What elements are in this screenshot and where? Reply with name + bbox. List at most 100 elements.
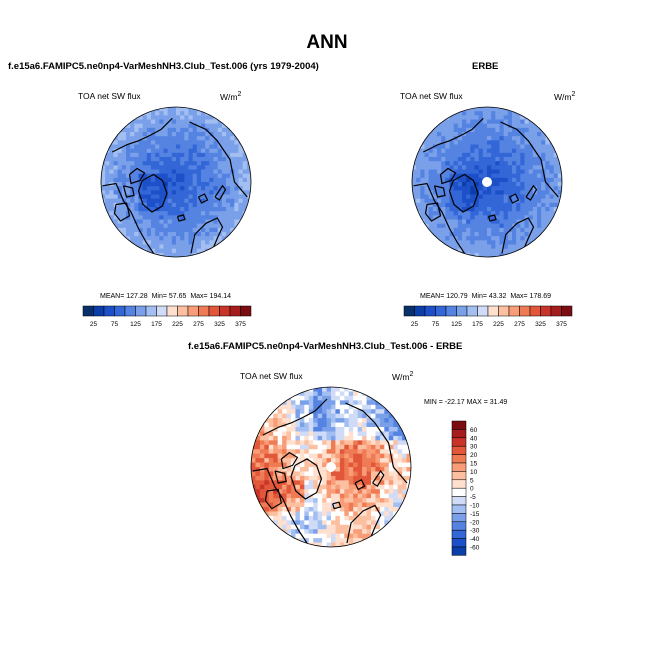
map-cell [495, 173, 500, 179]
map-cell [474, 132, 480, 137]
map-cell [393, 435, 399, 441]
map-cell [304, 507, 310, 512]
map-cell [335, 498, 341, 504]
map-cell [344, 511, 350, 517]
map-cell [335, 524, 341, 530]
map-cell [512, 232, 517, 237]
map-cell [105, 182, 110, 187]
map-cell [339, 427, 345, 432]
map-cell [371, 422, 376, 428]
map-cell [397, 502, 403, 508]
map-cell [348, 444, 354, 450]
map-cell [109, 157, 114, 162]
map-cell [159, 186, 164, 191]
map-cell [507, 202, 513, 208]
map-cell [317, 435, 323, 441]
map-cell [326, 538, 332, 544]
map-cell [146, 198, 152, 204]
map-cell [428, 194, 434, 200]
coastline [274, 470, 287, 484]
map-cell [445, 236, 450, 241]
map-cell [379, 404, 385, 410]
map-cell [184, 198, 189, 204]
map-cell [466, 219, 471, 225]
map-cell [313, 409, 319, 415]
map-cell [503, 244, 509, 250]
map-cell [362, 431, 368, 437]
map-cell [299, 449, 305, 455]
coastline [122, 185, 135, 198]
map-cell [273, 524, 279, 530]
map-cell [379, 520, 385, 526]
map-cell [277, 427, 283, 432]
map-cell [180, 232, 185, 237]
map-cell [362, 507, 368, 512]
map-cell [344, 444, 350, 450]
colorbar-swatch [456, 305, 468, 317]
map-cell [217, 236, 223, 241]
map-cell [171, 207, 177, 212]
map-cell [331, 427, 336, 432]
map-cell [291, 453, 296, 459]
map-cell [424, 211, 430, 216]
map-cell [344, 462, 350, 468]
map-cell [308, 529, 314, 535]
map-cell [192, 136, 198, 141]
panel2-stats: MEAN= 120.79 Min= 43.32 Max= 178.69 [420, 293, 552, 300]
map-cell [499, 127, 505, 133]
map-cell [457, 186, 463, 191]
map-cell [295, 493, 301, 499]
map-cell [238, 144, 244, 150]
map-cell [487, 111, 492, 116]
map-cell [339, 453, 345, 459]
map-cell [406, 475, 411, 481]
map-cell [184, 148, 189, 154]
map-cell [437, 152, 442, 158]
map-cell [478, 252, 484, 257]
map-cell [545, 215, 550, 220]
map-cell [466, 223, 471, 229]
map-cell [146, 152, 152, 158]
map-cell [437, 211, 442, 216]
map-cell [453, 219, 459, 225]
map-cell [449, 157, 455, 162]
map-cell [491, 136, 496, 141]
map-cell [201, 232, 206, 237]
map-cell [304, 431, 310, 437]
map-cell [286, 511, 292, 517]
map-cell [130, 119, 135, 125]
map-cell [221, 177, 227, 183]
map-cell [221, 227, 227, 233]
map-cell [188, 107, 194, 112]
map-cell [499, 161, 505, 166]
map-cell [196, 161, 202, 166]
map-cell [268, 458, 274, 464]
map-cell [495, 223, 500, 229]
map-cell [142, 132, 148, 137]
map-cell [335, 444, 341, 450]
map-cell [520, 244, 525, 250]
map-cell [335, 507, 341, 512]
map-cell [138, 190, 144, 195]
map-cell [366, 435, 372, 441]
map-cell [528, 140, 534, 145]
map-cell [159, 144, 164, 150]
map-cell [209, 169, 214, 175]
map-cell [384, 484, 390, 490]
map-cell [549, 215, 555, 220]
map-cell [155, 119, 160, 125]
map-cell [213, 202, 219, 208]
map-cell [470, 202, 475, 208]
map-cell [541, 177, 546, 183]
map-cell [299, 395, 305, 401]
map-cell [322, 511, 328, 517]
map-cell [184, 165, 189, 170]
map-cell [317, 422, 323, 428]
map-cell [507, 165, 513, 170]
map-cell [507, 115, 513, 120]
map-cell [163, 190, 169, 195]
map-cell [499, 140, 505, 145]
map-cell [449, 136, 455, 141]
map-cell [428, 223, 434, 229]
map-cell [466, 115, 471, 120]
